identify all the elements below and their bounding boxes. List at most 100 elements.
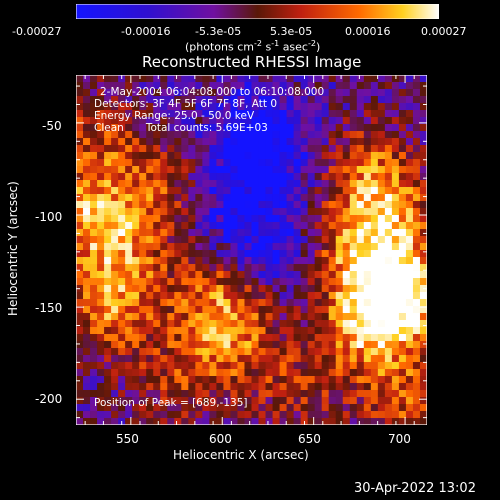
- heatmap-cell: [160, 383, 168, 391]
- heatmap-cell: [104, 173, 112, 181]
- heatmap-cell: [363, 180, 372, 188]
- heatmap-cell: [202, 159, 210, 167]
- heatmap-cell: [279, 96, 287, 104]
- heatmap-cell: [118, 397, 126, 405]
- heatmap-cell: [328, 313, 337, 321]
- heatmap-cell: [258, 285, 266, 293]
- heatmap-cell: [258, 306, 266, 314]
- heatmap-cell: [139, 306, 147, 314]
- heatmap-cell: [384, 306, 393, 314]
- heatmap-cell: [195, 82, 203, 90]
- heatmap-cell: [391, 285, 400, 293]
- heatmap-cell: [258, 75, 266, 83]
- heatmap-cell: [377, 96, 386, 104]
- heatmap-cell: [405, 180, 414, 188]
- heatmap-cell: [139, 243, 147, 251]
- heatmap-cell: [237, 362, 245, 370]
- heatmap-cell: [314, 390, 323, 398]
- heatmap-cell: [370, 236, 379, 244]
- heatmap-cell: [216, 306, 224, 314]
- heatmap-cell: [216, 82, 224, 90]
- heatmap-cell: [293, 355, 302, 363]
- heatmap-cell: [251, 271, 259, 279]
- heatmap-cell: [223, 341, 231, 349]
- heatmap-cell: [307, 299, 316, 307]
- heatmap-cell: [258, 369, 266, 377]
- heatmap-cell: [258, 327, 266, 335]
- heatmap-cell: [202, 341, 210, 349]
- heatmap-cell: [181, 145, 189, 153]
- heatmap-cell: [314, 418, 323, 425]
- heatmap-cell: [216, 201, 224, 209]
- heatmap-cell: [335, 201, 344, 209]
- heatmap-cell: [370, 334, 379, 342]
- heatmap-cell: [111, 418, 119, 425]
- heatmap-cell: [251, 369, 259, 377]
- heatmap-cell: [97, 89, 105, 97]
- heatmap-cell: [244, 285, 252, 293]
- heatmap-cell: [223, 271, 231, 279]
- heatmap-cell: [398, 411, 407, 419]
- heatmap-cell: [111, 117, 119, 125]
- heatmap-cell: [286, 145, 295, 153]
- heatmap-cell: [384, 327, 393, 335]
- heatmap-cell: [104, 292, 112, 300]
- heatmap-cell: [412, 418, 421, 425]
- heatmap-cell: [223, 411, 231, 419]
- heatmap-cell: [104, 152, 112, 160]
- heatmap-cell: [258, 138, 266, 146]
- heatmap-cell: [258, 348, 266, 356]
- heatmap-cell: [237, 292, 245, 300]
- heatmap-cell: [321, 194, 330, 202]
- heatmap-cell: [195, 117, 203, 125]
- heatmap-cell: [223, 334, 231, 342]
- heatmap-cell: [174, 334, 182, 342]
- heatmap-cell: [356, 383, 365, 391]
- heatmap-cell: [237, 173, 245, 181]
- heatmap-cell: [398, 194, 407, 202]
- heatmap-cell: [286, 320, 295, 328]
- heatmap-cell: [216, 313, 224, 321]
- heatmap-cell: [146, 96, 154, 104]
- heatmap-cell: [181, 313, 189, 321]
- heatmap-cell: [335, 376, 344, 384]
- heatmap-cell: [160, 369, 168, 377]
- heatmap-cell: [307, 103, 316, 111]
- heatmap-cell: [356, 117, 365, 125]
- heatmap-cell: [111, 152, 119, 160]
- heatmap-cell: [167, 285, 175, 293]
- heatmap-cell: [244, 187, 252, 195]
- heatmap-cell: [195, 313, 203, 321]
- colorbar-tick-1: -0.00016: [121, 25, 171, 38]
- heatmap-cell: [272, 397, 280, 405]
- heatmap-cell: [398, 145, 407, 153]
- heatmap-cell: [188, 103, 196, 111]
- heatmap-cell: [153, 75, 161, 83]
- heatmap-cell: [412, 264, 421, 272]
- heatmap-cell: [83, 194, 91, 202]
- heatmap-cell: [293, 306, 302, 314]
- heatmap-cell: [272, 292, 280, 300]
- heatmap-cell: [307, 173, 316, 181]
- heatmap-cell: [272, 89, 280, 97]
- heatmap-cell: [286, 131, 295, 139]
- heatmap-cell: [181, 418, 189, 425]
- heatmap-cell: [153, 173, 161, 181]
- heatmap-cell: [342, 299, 351, 307]
- heatmap-cell: [223, 257, 231, 265]
- heatmap-cell: [209, 243, 217, 251]
- heatmap-cell: [216, 194, 224, 202]
- heatmap-cell: [139, 138, 147, 146]
- heatmap-cell: [174, 418, 182, 425]
- heatmap-cell: [153, 138, 161, 146]
- heatmap-cell: [384, 110, 393, 118]
- heatmap-cell: [258, 201, 266, 209]
- heatmap-cell: [132, 348, 140, 356]
- heatmap-cell: [181, 187, 189, 195]
- heatmap-cell: [160, 89, 168, 97]
- heatmap-cell: [342, 152, 351, 160]
- heatmap-cell: [293, 194, 302, 202]
- heatmap-cell: [83, 152, 91, 160]
- heatmap-cell: [118, 138, 126, 146]
